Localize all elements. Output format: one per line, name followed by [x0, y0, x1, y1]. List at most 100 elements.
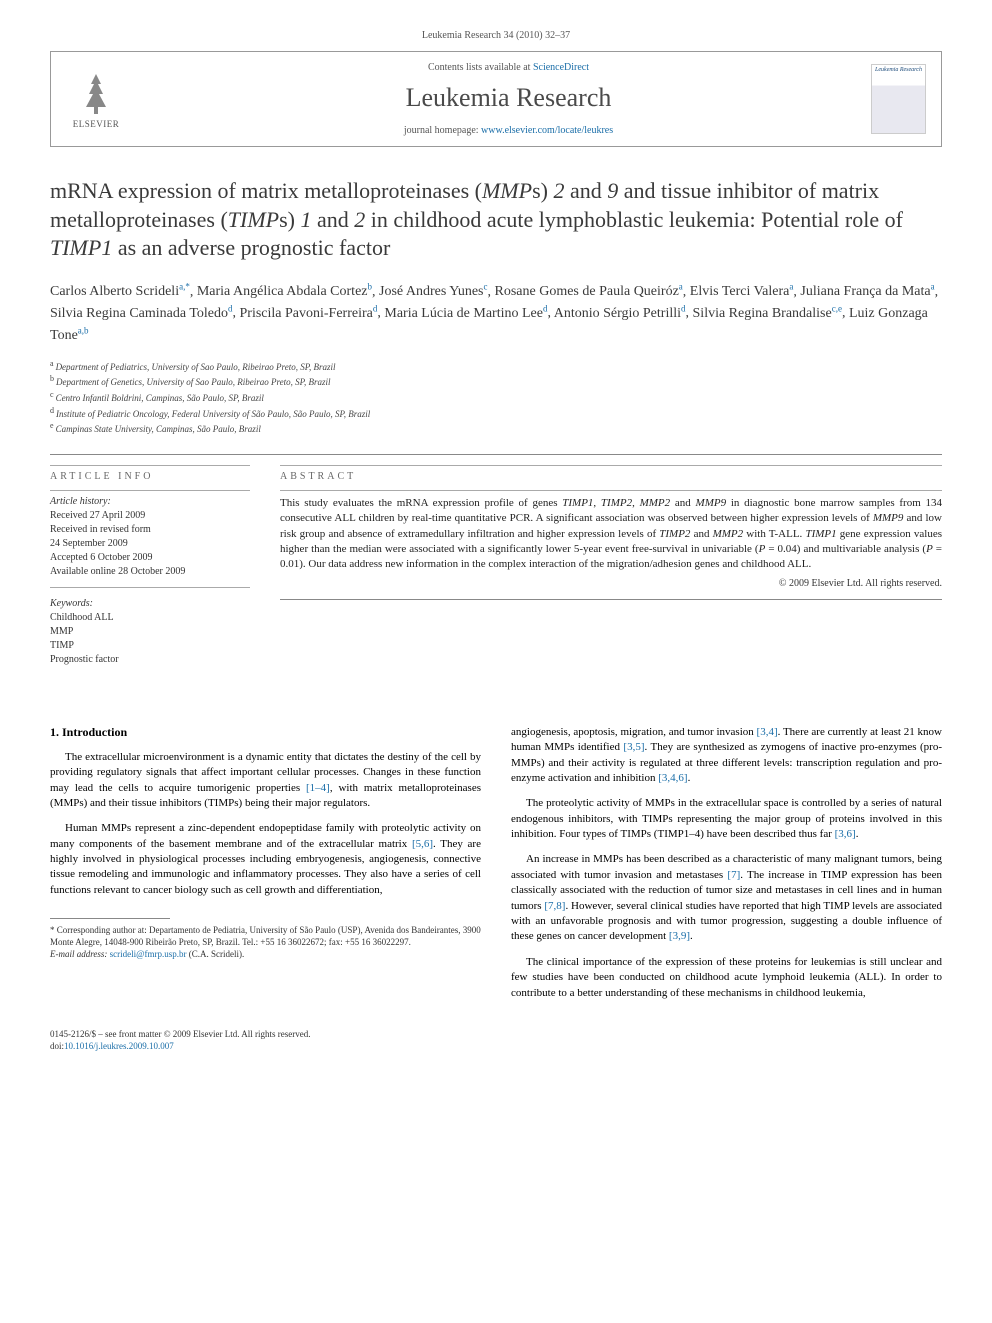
citation-link[interactable]: [3,9]	[669, 930, 690, 942]
history-line: Received in revised form	[50, 523, 250, 537]
citation-link[interactable]: [3,4]	[757, 726, 778, 738]
abs-seg: and	[670, 497, 695, 509]
author-affil-sup: d	[373, 303, 378, 313]
title-ital: MMP	[482, 178, 532, 203]
title-seg: mRNA expression of matrix metalloprotein…	[50, 178, 482, 203]
author-affil-sup: d	[543, 303, 548, 313]
abstract-heading: ABSTRACT	[280, 471, 942, 482]
email-link[interactable]: scrideli@fmrp.usp.br	[110, 949, 187, 959]
author: Rosane Gomes de Paula Queiróza	[495, 284, 683, 299]
keyword: Childhood ALL	[50, 611, 250, 625]
citation-link[interactable]: [3,5]	[623, 741, 644, 753]
sciencedirect-link[interactable]: ScienceDirect	[533, 62, 589, 73]
affiliations-list: a Department of Pediatrics, University o…	[50, 358, 942, 436]
title-ital: TIMP	[228, 207, 279, 232]
abstract-column: ABSTRACT This study evaluates the mRNA e…	[280, 465, 942, 685]
title-seg: as an adverse prognostic factor	[112, 235, 390, 260]
author: Silvia Regina Brandalisec,e	[693, 306, 842, 321]
author: Elvis Terci Valeraa	[690, 284, 794, 299]
email-tail: (C.A. Scrideli).	[186, 949, 244, 959]
author: José Andres Yunesc	[379, 284, 487, 299]
abs-ital: MMP9	[696, 497, 727, 509]
divider	[50, 454, 942, 455]
abs-seg: and	[690, 528, 712, 540]
history-line: Available online 28 October 2009	[50, 565, 250, 579]
abs-ital: MMP2	[713, 528, 744, 540]
body-paragraph: The proteolytic activity of MMPs in the …	[511, 796, 942, 842]
abs-ital: MMP9	[873, 512, 904, 524]
affiliation: c Centro Infantil Boldrini, Campinas, Sã…	[50, 389, 942, 405]
citation-link[interactable]: [1–4]	[306, 782, 330, 794]
footnote-text: Corresponding author at: Departamento de…	[50, 925, 481, 947]
affiliation: e Campinas State University, Campinas, S…	[50, 420, 942, 436]
authors-list: Carlos Alberto Scridelia,*, Maria Angéli…	[50, 281, 942, 346]
author-affil-sup: a,*	[179, 282, 190, 292]
history-line: Accepted 6 October 2009	[50, 551, 250, 565]
publisher-name: ELSEVIER	[73, 119, 120, 129]
citation-link[interactable]: [3,4,6]	[658, 772, 687, 784]
running-header: Leukemia Research 34 (2010) 32–37	[50, 30, 942, 41]
journal-name: Leukemia Research	[146, 83, 871, 113]
copyright-text: © 2009 Elsevier Ltd. All rights reserved…	[280, 578, 942, 589]
author: Silvia Regina Caminada Toledod	[50, 306, 233, 321]
footnote-separator	[50, 918, 170, 919]
article-info-column: ARTICLE INFO Article history: Received 2…	[50, 465, 250, 685]
author: Carlos Alberto Scridelia,*	[50, 284, 190, 299]
article-info-heading: ARTICLE INFO	[50, 471, 250, 482]
abs-ital: MMP2	[640, 497, 671, 509]
body-paragraph: angiogenesis, apoptosis, migration, and …	[511, 725, 942, 787]
contents-prefix: Contents lists available at	[428, 62, 533, 73]
abs-ital: TIMP2	[601, 497, 632, 509]
info-abstract-row: ARTICLE INFO Article history: Received 2…	[50, 465, 942, 685]
keywords-block: Keywords: Childhood ALLMMPTIMPPrognostic…	[50, 598, 250, 675]
email-footnote: E-mail address: scrideli@fmrp.usp.br (C.…	[50, 949, 481, 961]
title-seg: s)	[279, 207, 300, 232]
elsevier-tree-icon	[71, 69, 121, 119]
citation-link[interactable]: [3,6]	[835, 828, 856, 840]
citation-link[interactable]: [5,6]	[412, 838, 433, 850]
author-affil-sup: d	[681, 303, 686, 313]
title-ital: TIMP1	[50, 235, 112, 260]
cover-title: Leukemia Research	[875, 67, 922, 74]
article-title: mRNA expression of matrix metalloprotein…	[50, 177, 942, 263]
author-affil-sup: a	[789, 282, 793, 292]
abs-ital: TIMP1	[805, 528, 836, 540]
author-affil-sup: c	[484, 282, 488, 292]
doi-line: doi:10.1016/j.leukres.2009.10.007	[50, 1041, 942, 1053]
corresponding-footnote: * Corresponding author at: Departamento …	[50, 925, 481, 948]
abs-ital: TIMP1	[562, 497, 593, 509]
citation-link[interactable]: [7]	[727, 869, 740, 881]
abs-seg: ,	[632, 497, 640, 509]
email-label: E-mail address:	[50, 949, 110, 959]
title-ital: 1	[301, 207, 312, 232]
abs-seg: = 0.04) and multivariable analysis (	[765, 543, 926, 555]
homepage-text: journal homepage: www.elsevier.com/locat…	[146, 125, 871, 136]
journal-header-box: ELSEVIER Contents lists available at Sci…	[50, 51, 942, 147]
abs-ital: P	[926, 543, 933, 555]
bottom-matter: 0145-2126/$ – see front matter © 2009 El…	[50, 1029, 942, 1052]
author: Antonio Sérgio Petrillid	[554, 306, 686, 321]
homepage-prefix: journal homepage:	[404, 125, 481, 136]
body-columns: 1. Introduction The extracellular microe…	[50, 725, 942, 1011]
author-affil-sup: a	[931, 282, 935, 292]
front-matter-line: 0145-2126/$ – see front matter © 2009 El…	[50, 1029, 942, 1041]
title-ital: 2	[354, 207, 365, 232]
contents-available-text: Contents lists available at ScienceDirec…	[146, 62, 871, 73]
keywords-heading: Keywords:	[50, 598, 250, 609]
divider	[280, 599, 942, 600]
homepage-link[interactable]: www.elsevier.com/locate/leukres	[481, 125, 613, 136]
elsevier-logo: ELSEVIER	[66, 64, 126, 134]
body-paragraph: Human MMPs represent a zinc-dependent en…	[50, 821, 481, 898]
title-seg: in childhood acute lymphoblastic leukemi…	[365, 207, 903, 232]
title-seg: and	[312, 207, 355, 232]
keyword: TIMP	[50, 639, 250, 653]
history-line: 24 September 2009	[50, 537, 250, 551]
doi-link[interactable]: 10.1016/j.leukres.2009.10.007	[64, 1041, 174, 1051]
keyword: MMP	[50, 625, 250, 639]
author-affil-sup: b	[368, 282, 373, 292]
abs-seg: This study evaluates the mRNA expression…	[280, 497, 562, 509]
author-affil-sup: c,e	[832, 303, 842, 313]
citation-link[interactable]: [7,8]	[544, 900, 565, 912]
author-affil-sup: d	[228, 303, 233, 313]
author-affil-sup: a	[679, 282, 683, 292]
